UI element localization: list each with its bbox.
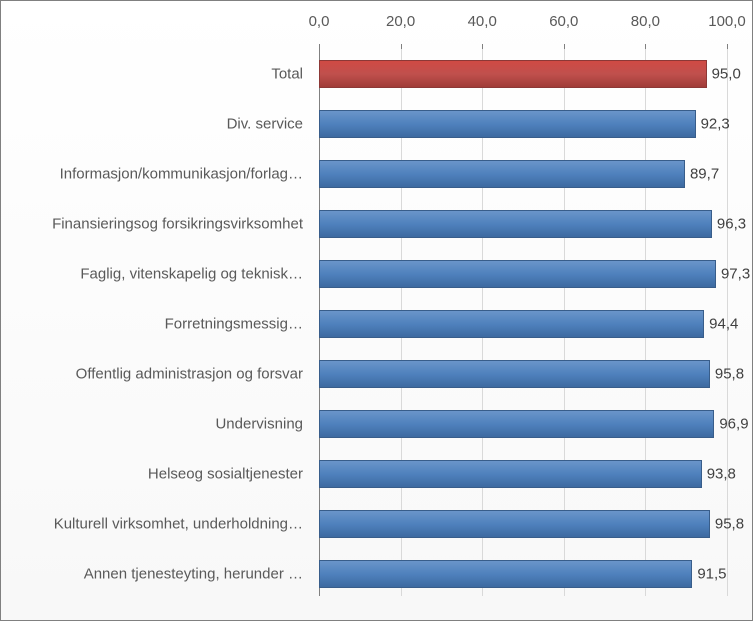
bar-row: Finansieringsog forsikringsvirksomhet 96,… — [1, 199, 727, 249]
x-axis-tick-label: 0,0 — [309, 13, 330, 30]
bar-label: Offentlig administrasjon og forsvar — [1, 366, 311, 383]
bar-wrap: 97,3 — [319, 260, 727, 288]
bar-highlight: 95,0 — [319, 60, 707, 88]
bar-value: 89,7 — [690, 166, 719, 183]
bar-row: Offentlig administrasjon og forsvar 95,8 — [1, 349, 727, 399]
bar-value: 91,5 — [697, 566, 726, 583]
x-axis-tick-label: 100,0 — [708, 13, 746, 30]
bar: 95,8 — [319, 510, 710, 538]
bar-row: Helseog sosialtjenester 93,8 — [1, 449, 727, 499]
bar-label: Annen tjenesteyting, herunder … — [1, 566, 311, 583]
bar-value: 93,8 — [707, 466, 736, 483]
bar-value: 95,0 — [712, 66, 741, 83]
bar: 92,3 — [319, 110, 696, 138]
bar-row: Informasjon/kommunikasjon/forlag… 89,7 — [1, 149, 727, 199]
bar: 96,3 — [319, 210, 712, 238]
bar-label: Helseog sosialtjenester — [1, 466, 311, 483]
bar-row: Kulturell virksomhet, underholdning… 95,8 — [1, 499, 727, 549]
bar-value: 94,4 — [709, 316, 738, 333]
bar-wrap: 96,9 — [319, 410, 727, 438]
bar-label: Faglig, vitenskapelig og teknisk… — [1, 266, 311, 283]
bar-value: 96,3 — [717, 216, 746, 233]
bar-wrap: 94,4 — [319, 310, 727, 338]
bar-wrap: 91,5 — [319, 560, 727, 588]
bar-row: Undervisning 96,9 — [1, 399, 727, 449]
bar-wrap: 96,3 — [319, 210, 727, 238]
bar-wrap: 95,8 — [319, 510, 727, 538]
bar-row: Annen tjenesteyting, herunder … 91,5 — [1, 549, 727, 599]
x-axis-tick-label: 40,0 — [468, 13, 497, 30]
bar: 93,8 — [319, 460, 702, 488]
bar: 94,4 — [319, 310, 704, 338]
bar-label: Forretningsmessig… — [1, 316, 311, 333]
bar-row: Faglig, vitenskapelig og teknisk… 97,3 — [1, 249, 727, 299]
bar-label: Total — [1, 66, 311, 83]
bar-label: Finansieringsog forsikringsvirksomhet — [1, 216, 311, 233]
bar: 96,9 — [319, 410, 714, 438]
bar-value: 95,8 — [715, 516, 744, 533]
bar-value: 96,9 — [719, 416, 748, 433]
bar-wrap: 89,7 — [319, 160, 727, 188]
bar-label: Undervisning — [1, 416, 311, 433]
bar-wrap: 92,3 — [319, 110, 727, 138]
horizontal-bar-chart: 0,0 20,0 40,0 60,0 80,0 100,0 Total 95,0 Div. s… — [0, 0, 753, 621]
bar-wrap: 95,0 — [319, 60, 727, 88]
bar-wrap: 93,8 — [319, 460, 727, 488]
bar-wrap: 95,8 — [319, 360, 727, 388]
bar-value: 92,3 — [701, 116, 730, 133]
bar: 91,5 — [319, 560, 692, 588]
bar-row: Total 95,0 — [1, 49, 727, 99]
bar-label: Informasjon/kommunikasjon/forlag… — [1, 166, 311, 183]
bar-row: Forretningsmessig… 94,4 — [1, 299, 727, 349]
x-axis-tick-label: 60,0 — [549, 13, 578, 30]
bar-label: Div. service — [1, 116, 311, 133]
bar: 89,7 — [319, 160, 685, 188]
bar-row: Div. service 92,3 — [1, 99, 727, 149]
bar-label: Kulturell virksomhet, underholdning… — [1, 516, 311, 533]
x-axis: 0,020,040,060,080,0100,0 — [319, 13, 727, 43]
bar: 97,3 — [319, 260, 716, 288]
x-axis-tick-label: 20,0 — [386, 13, 415, 30]
bar-value: 95,8 — [715, 366, 744, 383]
bar-value: 97,3 — [721, 266, 750, 283]
bar: 95,8 — [319, 360, 710, 388]
x-axis-tick-label: 80,0 — [631, 13, 660, 30]
bars-area: Total 95,0 Div. service 92,3 Informasjon/kom… — [1, 49, 727, 596]
